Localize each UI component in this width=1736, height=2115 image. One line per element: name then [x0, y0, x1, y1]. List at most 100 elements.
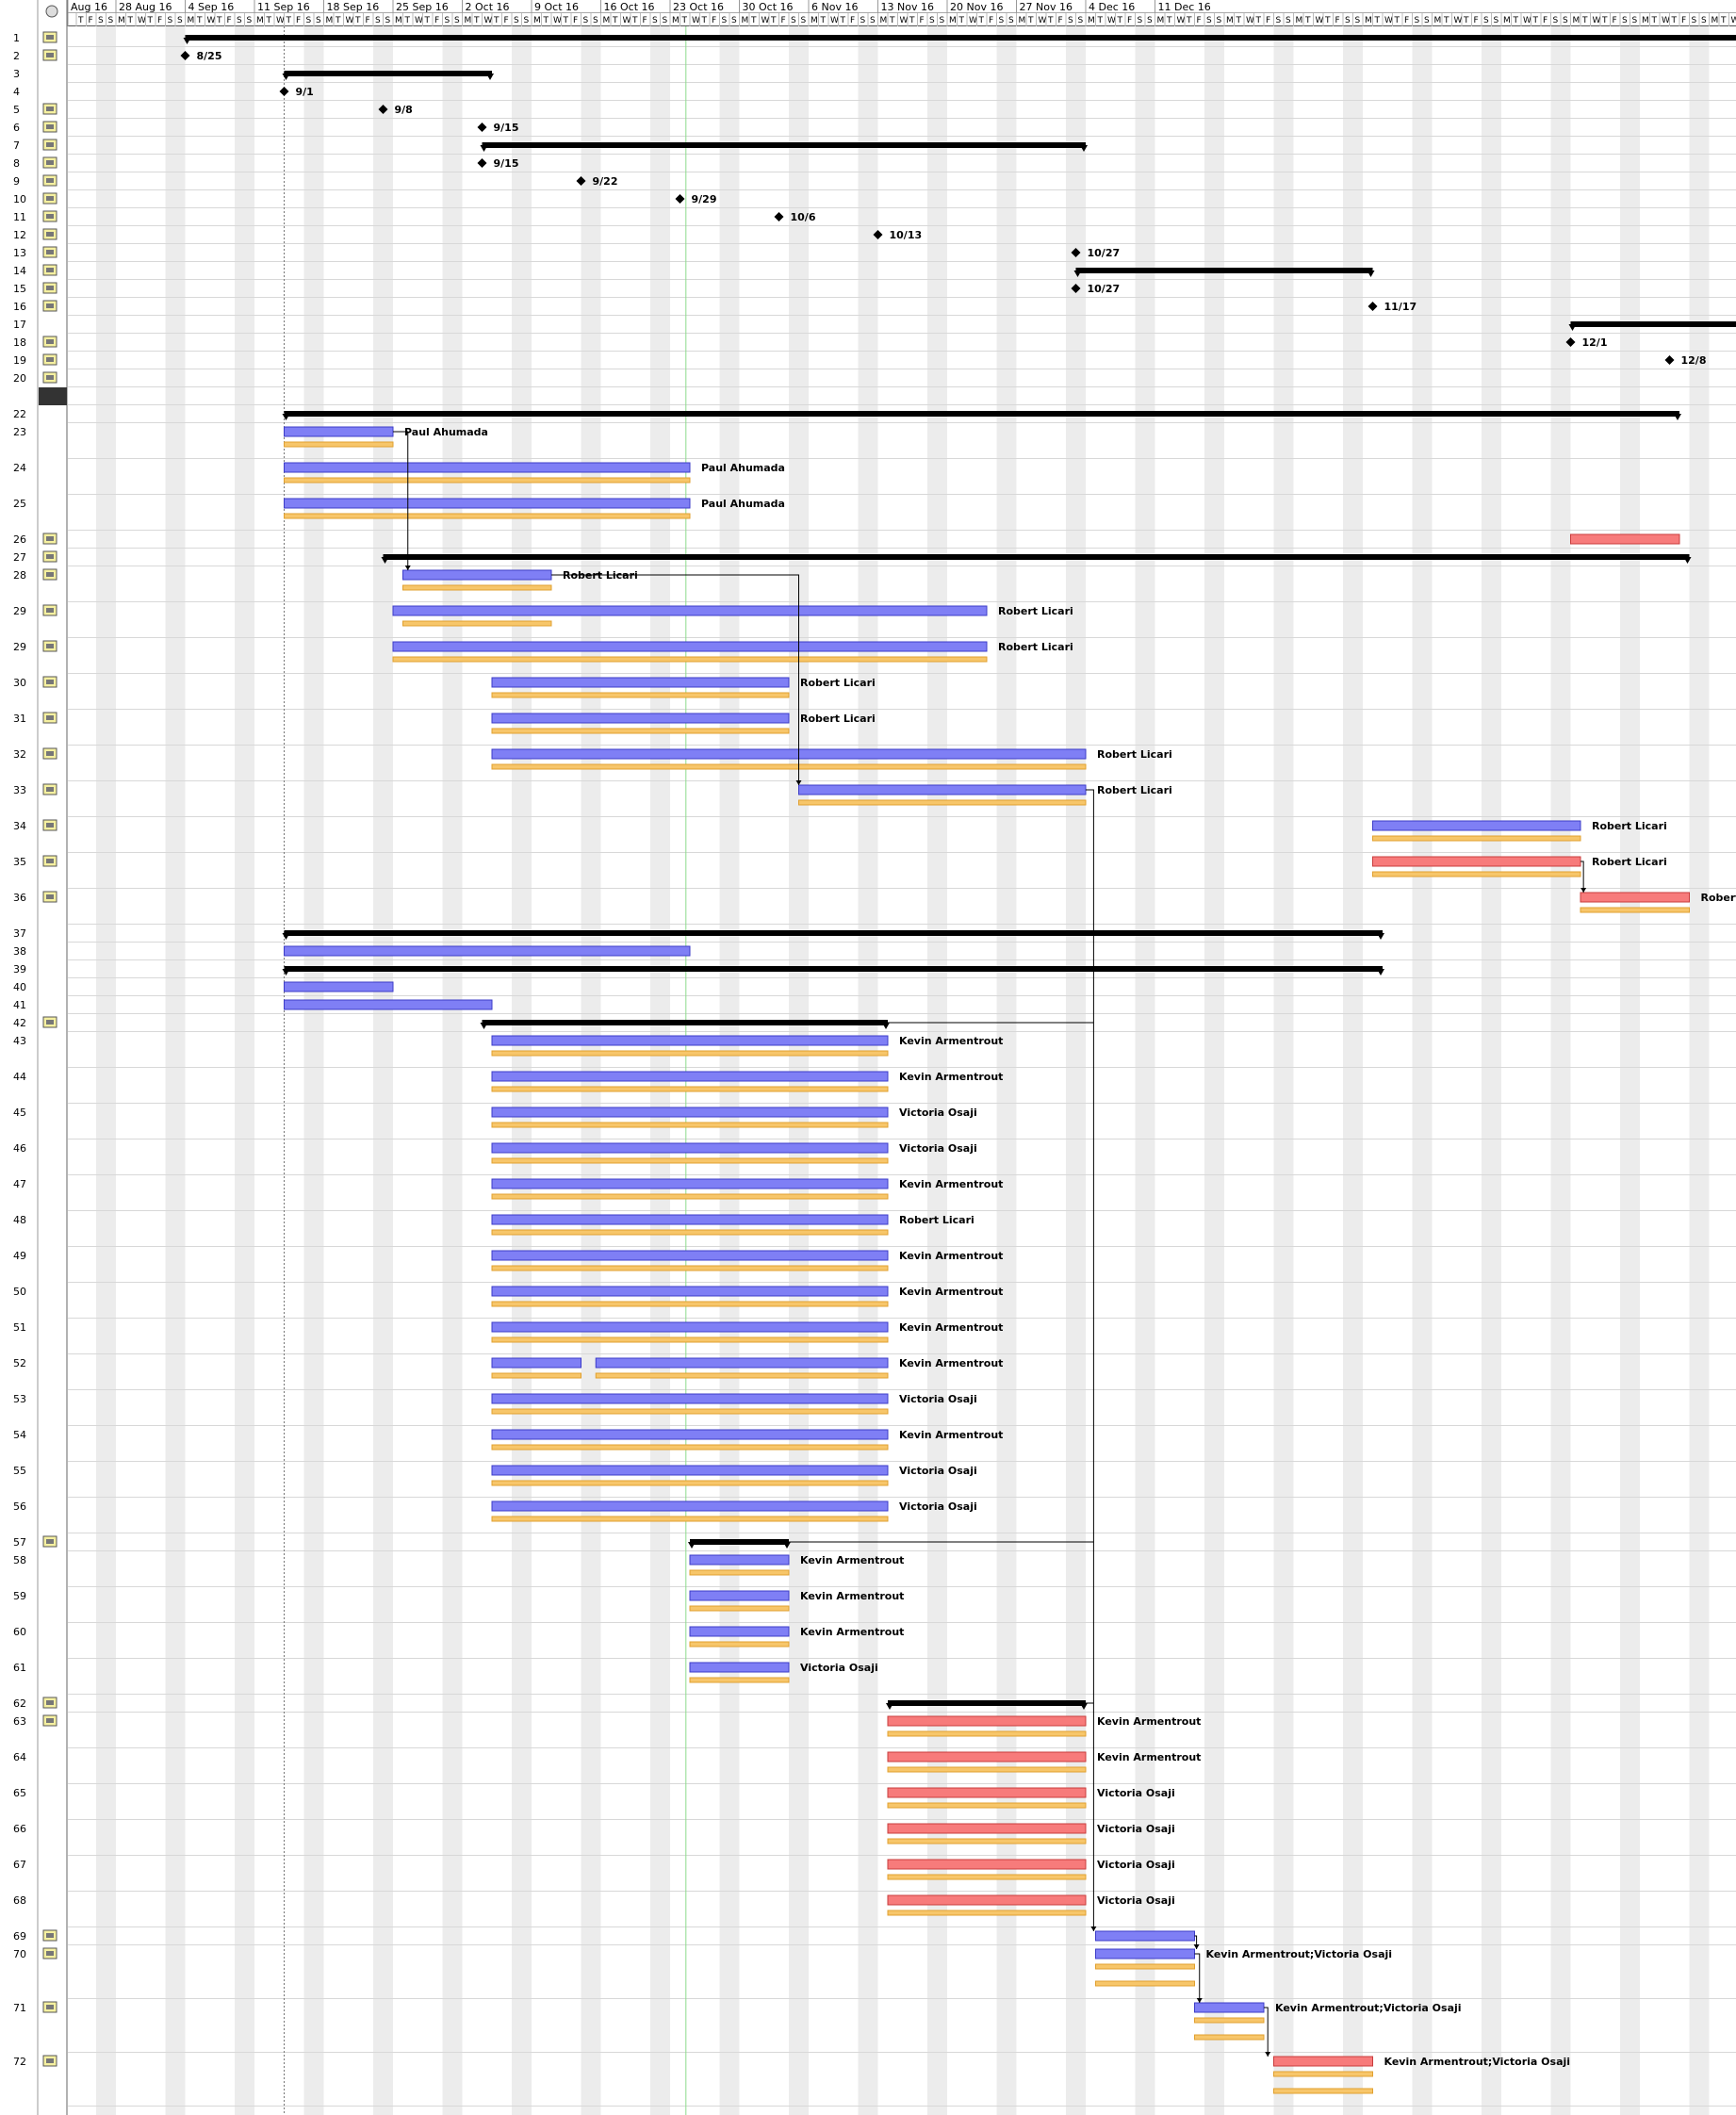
day-letter: F	[1613, 16, 1617, 25]
weekend-shade	[1352, 26, 1363, 2115]
day-letter: T	[820, 16, 827, 25]
row-24-bars: Paul Ahumada	[284, 462, 785, 484]
row-number: 22	[13, 408, 26, 420]
day-letter: S	[168, 16, 173, 25]
day-letter: S	[652, 16, 658, 25]
milestone-diamond	[180, 51, 190, 60]
baseline-bar	[491, 1157, 889, 1164]
dependency-link	[1193, 1935, 1200, 1949]
row-63-bars: Kevin Armentrout	[887, 1715, 1201, 1737]
summary-bar	[284, 71, 492, 76]
row-number: 41	[13, 999, 26, 1011]
summary-start-cap	[282, 969, 290, 976]
day-letter: S	[1494, 16, 1499, 25]
day-letter: T	[1324, 16, 1331, 25]
day-letter: W	[1107, 16, 1116, 25]
day-letter: S	[870, 16, 876, 25]
timescale-header: Aug 16 28 Aug 16 4 Sep 16 11 Sep 16 18 Sep 1…	[67, 0, 1736, 26]
calendar-indicator-grid	[46, 196, 54, 201]
calendar-indicator-icon	[42, 246, 57, 258]
milestone-diamond	[1368, 302, 1378, 311]
calendar-indicator-grid	[46, 107, 54, 111]
link-line	[393, 431, 409, 570]
day-letter: S	[583, 16, 589, 25]
day-letter: T	[1374, 16, 1381, 25]
task-bar	[491, 1107, 889, 1118]
calendar-indicator-icon	[42, 353, 57, 366]
weekend-shade	[1422, 26, 1433, 2115]
day-letter: F	[643, 16, 647, 25]
day-letter: W	[969, 16, 977, 25]
weekend-shade	[1412, 26, 1422, 2115]
weekend-shade	[996, 26, 1007, 2115]
day-letter: S	[1078, 16, 1084, 25]
calendar-indicator-grid	[46, 35, 54, 40]
calendar-indicator-grid	[46, 124, 54, 129]
weekend-shade	[927, 26, 938, 2115]
task-bar	[887, 1894, 1087, 1906]
weekend-shade	[303, 26, 314, 2115]
row-18-bars: 12/1	[1565, 336, 1608, 349]
week-label: 16 Oct 16	[604, 1, 655, 13]
row-60-bars: Kevin Armentrout	[689, 1626, 904, 1648]
row-22-bars	[282, 411, 1681, 420]
row-number: 2	[13, 50, 20, 62]
resource-label: Kevin Armentrout	[899, 1071, 1003, 1083]
row-23-bars: Paul Ahumada	[284, 426, 488, 448]
row-number: 24	[13, 462, 26, 474]
resource-label: Kevin Armentrout	[800, 1626, 904, 1638]
row-number: 34	[13, 820, 26, 832]
calendar-indicator-icon	[42, 210, 57, 222]
day-letter: M	[949, 16, 957, 25]
row-number: 33	[13, 784, 26, 796]
day-letter: T	[1651, 16, 1658, 25]
summary-bar	[482, 142, 1086, 148]
day-letter: T	[1117, 16, 1123, 25]
resource-label: Kevin Armentrout	[899, 1178, 1003, 1190]
row-number: 53	[13, 1393, 26, 1405]
day-letter: F	[573, 16, 578, 25]
row-number: 27	[13, 551, 26, 564]
resource-label: Robert Licari	[998, 605, 1073, 617]
row-number: 36	[13, 892, 26, 904]
day-letter: M	[465, 16, 472, 25]
row-number: 20	[13, 372, 26, 385]
baseline-bar	[491, 1265, 889, 1271]
day-letter: M	[1365, 16, 1372, 25]
day-letter: F	[504, 16, 509, 25]
day-letter: M	[1503, 16, 1511, 25]
milestone-diamond	[477, 158, 487, 168]
row-number: 39	[13, 963, 26, 976]
link-line	[1580, 861, 1584, 893]
summary-bar	[888, 1700, 1086, 1706]
baseline-bar	[491, 1444, 889, 1451]
resource-label: Victoria Osaji	[899, 1465, 977, 1477]
calendar-indicator-grid	[46, 232, 54, 237]
row-number: 7	[13, 139, 20, 152]
weekend-shade	[729, 26, 740, 2115]
weekend-shade	[1135, 26, 1145, 2115]
weekend-shade	[789, 26, 799, 2115]
dependency-link	[551, 574, 802, 785]
baseline-bar	[595, 1372, 889, 1379]
row-37-bars	[282, 930, 1384, 940]
baseline-bar	[491, 1050, 889, 1057]
summary-bar	[1075, 268, 1373, 273]
baseline-bar	[887, 1766, 1087, 1773]
weekend-shade	[1066, 26, 1076, 2115]
day-letter: S	[1008, 16, 1014, 25]
day-letter: W	[484, 16, 493, 25]
row-9-bars: 9/22	[576, 175, 617, 188]
summary-end-cap	[783, 1542, 791, 1549]
milestone-label: 12/1	[1582, 336, 1608, 349]
day-letter: T	[354, 16, 361, 25]
day-letter: S	[1632, 16, 1638, 25]
milestone-label: 9/8	[395, 104, 413, 116]
row-number: 15	[13, 283, 26, 295]
weekend-shade	[452, 26, 463, 2115]
row-67-bars: Victoria Osaji	[887, 1859, 1175, 1880]
milestone-label: 10/27	[1088, 247, 1121, 259]
day-letter: W	[830, 16, 839, 25]
task-bar	[491, 677, 790, 688]
row-19-bars: 12/8	[1664, 354, 1706, 367]
